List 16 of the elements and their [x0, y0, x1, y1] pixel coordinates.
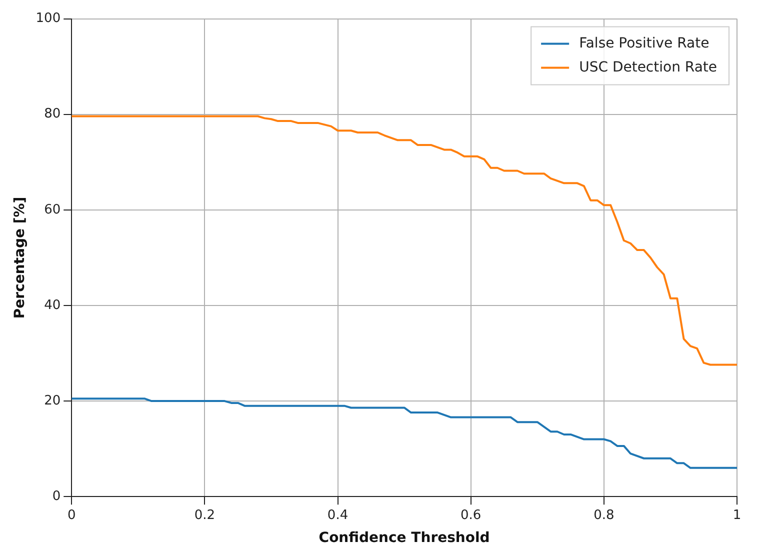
x-tick-label: 0	[67, 508, 76, 523]
y-tick-label: 100	[36, 11, 61, 26]
y-tick-label: 40	[44, 298, 61, 313]
y-tick-label: 0	[52, 488, 61, 504]
x-tick-label: 0.2	[194, 508, 216, 523]
y-axis-title: Percentage [%]	[12, 196, 28, 319]
x-tick-label: 0.4	[327, 508, 348, 523]
x-axis-title: Confidence Threshold	[318, 530, 490, 546]
y-tick-label: 20	[44, 393, 61, 408]
legend-label: False Positive Rate	[579, 35, 710, 52]
y-tick-label: 80	[44, 106, 61, 122]
legend-label: USC Detection Rate	[579, 59, 717, 76]
y-tick-label: 60	[44, 202, 61, 218]
x-tick-label: 0.6	[460, 508, 482, 523]
x-tick-label: 1	[732, 508, 742, 523]
x-tick-label: 0.8	[594, 508, 614, 523]
